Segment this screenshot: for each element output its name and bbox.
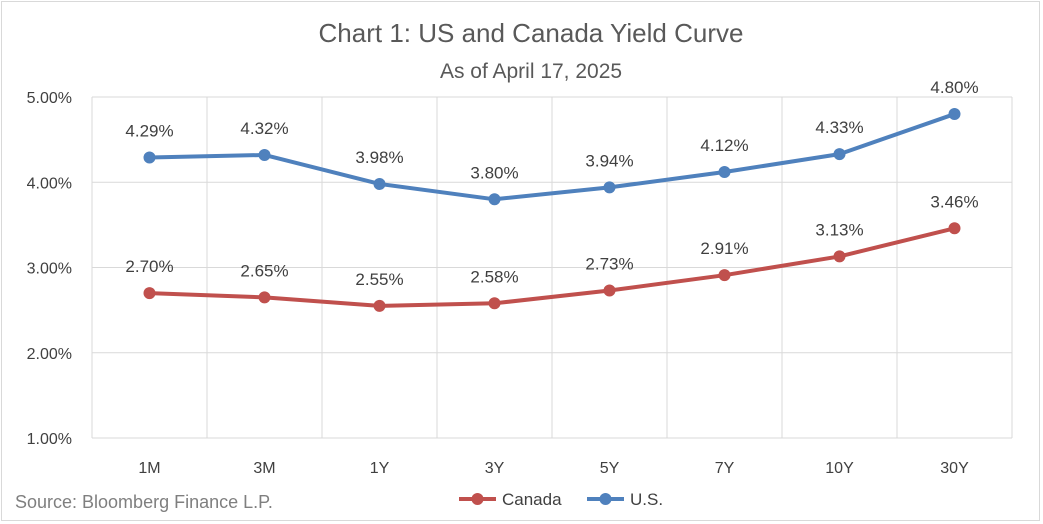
data-point-canada [374, 300, 386, 312]
legend-item-canada: Canada [459, 490, 562, 509]
chart-title: Chart 1: US and Canada Yield Curve [319, 18, 744, 48]
x-tick-label: 10Y [825, 460, 854, 477]
data-point-u-s [374, 178, 386, 190]
x-tick-label: 3Y [485, 460, 505, 477]
y-tick-label: 1.00% [27, 431, 72, 448]
grid-layer [92, 97, 1012, 438]
chart-subtitle: As of April 17, 2025 [440, 60, 622, 83]
yield-curve-chart: Chart 1: US and Canada Yield Curve As of… [0, 0, 1043, 524]
data-label-u-s: 4.80% [930, 78, 978, 97]
x-tick-label: 1M [138, 460, 160, 477]
data-label-u-s: 4.12% [700, 136, 748, 155]
data-label-canada: 2.55% [355, 270, 403, 289]
x-tick-label: 7Y [715, 460, 735, 477]
data-label-canada: 2.91% [700, 239, 748, 258]
y-tick-label: 4.00% [27, 175, 72, 192]
data-point-u-s [259, 149, 271, 161]
data-label-canada: 3.46% [930, 192, 978, 211]
x-axis-ticks: 1M 3M 1Y 3Y 5Y 7Y 10Y 30Y [138, 460, 969, 477]
data-label-u-s: 4.29% [125, 122, 173, 141]
data-point-u-s [604, 181, 616, 193]
data-point-u-s [834, 148, 846, 160]
data-point-u-s [719, 166, 731, 178]
x-tick-label: 1Y [370, 460, 390, 477]
x-tick-label: 5Y [600, 460, 620, 477]
data-point-canada [834, 250, 846, 262]
legend-item-us: U.S. [587, 490, 663, 509]
data-point-canada [259, 291, 271, 303]
data-point-canada [719, 269, 731, 281]
legend-marker-canada [472, 493, 484, 505]
legend: Canada U.S. [459, 490, 663, 509]
data-label-canada: 2.73% [585, 255, 633, 274]
data-label-canada: 2.70% [125, 257, 173, 276]
data-label-canada: 2.58% [470, 267, 518, 286]
data-point-canada [144, 287, 156, 299]
data-point-canada [949, 222, 961, 234]
data-point-canada [489, 297, 501, 309]
x-tick-label: 3M [253, 460, 275, 477]
data-label-u-s: 3.80% [470, 163, 518, 182]
y-tick-label: 2.00% [27, 346, 72, 363]
y-axis-ticks: 1.00% 2.00% 3.00% 4.00% 5.00% [27, 90, 72, 448]
data-point-u-s [144, 152, 156, 164]
data-label-u-s: 4.33% [815, 118, 863, 137]
data-label-u-s: 3.98% [355, 148, 403, 167]
legend-label-us: U.S. [630, 490, 663, 509]
x-tick-label: 30Y [940, 460, 969, 477]
y-tick-label: 5.00% [27, 90, 72, 107]
y-tick-label: 3.00% [27, 261, 72, 278]
data-point-canada [604, 285, 616, 297]
data-label-canada: 3.13% [815, 220, 863, 239]
data-point-u-s [949, 108, 961, 120]
source-note: Source: Bloomberg Finance L.P. [15, 492, 273, 512]
legend-marker-us [600, 493, 612, 505]
data-point-u-s [489, 193, 501, 205]
data-label-canada: 2.65% [240, 261, 288, 280]
data-label-u-s: 4.32% [240, 119, 288, 138]
data-label-u-s: 3.94% [585, 151, 633, 170]
legend-label-canada: Canada [502, 490, 562, 509]
